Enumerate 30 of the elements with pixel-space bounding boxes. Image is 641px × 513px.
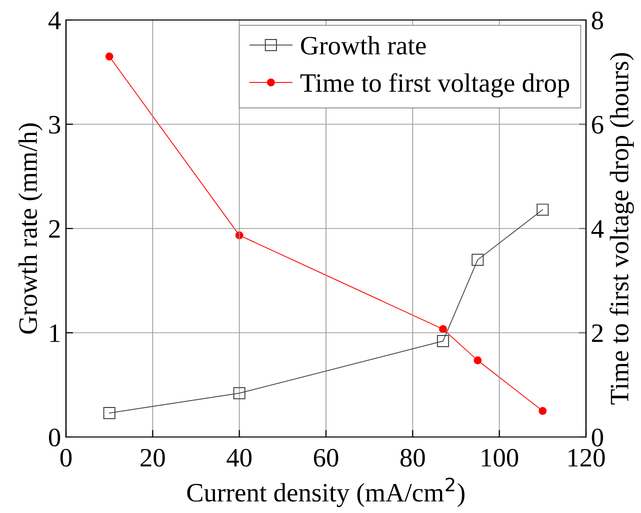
point — [538, 406, 547, 415]
point — [233, 387, 246, 400]
point — [474, 356, 482, 364]
y-tick-label: 1 — [50, 324, 60, 342]
x-tick-label: 100 — [482, 448, 518, 467]
y2-tick-label: 8 — [592, 12, 604, 30]
x-tick-label: 40 — [226, 448, 252, 467]
y2-axis-title: Time to first voltage drop (hours) — [610, 53, 634, 405]
y-axis-title: Growth rate (mm/h) — [18, 123, 42, 334]
point — [436, 335, 450, 348]
x-axis-title: Current density (mA/cm$^{2}$) — [187, 478, 464, 508]
point — [439, 325, 447, 334]
y-tick-label: 3 — [49, 116, 60, 134]
y-tick-label: 4 — [48, 12, 61, 30]
y2-tick-label: 2 — [592, 324, 603, 342]
legend-label: Time to first voltage drop — [300, 73, 570, 98]
y-tick-label: 0 — [48, 428, 60, 446]
point — [536, 204, 549, 216]
point — [472, 254, 484, 266]
y2-tick-label: 6 — [592, 116, 604, 134]
y2-tick-label: 4 — [591, 220, 604, 238]
x-tick-label: 60 — [314, 448, 338, 467]
y-tick-label: 2 — [49, 220, 60, 238]
x-tick-label: 20 — [140, 448, 165, 467]
y2-tick-label: 0 — [592, 428, 604, 446]
x-tick-label: 80 — [400, 448, 425, 467]
legend-label: Growth rate — [301, 36, 426, 55]
point — [105, 52, 114, 60]
x-tick-label: 120 — [568, 448, 605, 467]
point — [103, 406, 116, 420]
